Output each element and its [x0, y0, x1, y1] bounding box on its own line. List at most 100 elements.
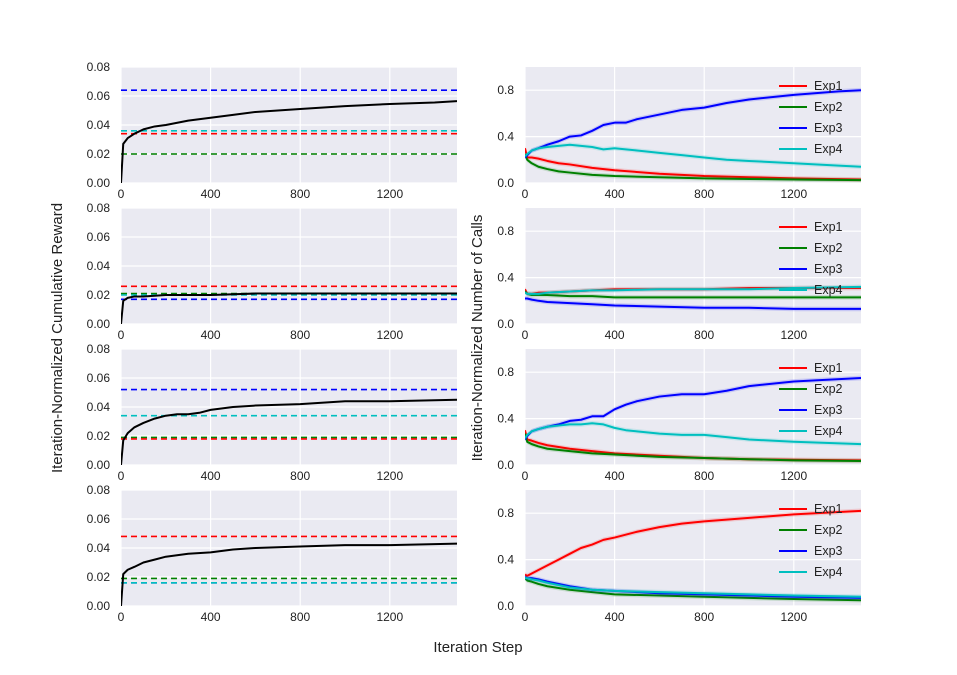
y-tick-label: 0.0 [497, 317, 514, 331]
plot-marks [525, 87, 861, 183]
y-tick-label: 0.0 [497, 176, 514, 190]
series-line-cumulative [121, 292, 457, 324]
legend: Exp1 Exp2 Exp3 Exp4 [779, 361, 843, 438]
y-tick-label: 0.4 [497, 130, 514, 144]
chart-panel-left-2: 0 400 800 1200 0.00 0.02 0.04 0.06 0.08 [87, 201, 457, 342]
series-line-exp2 [525, 577, 861, 602]
x-tick-label: 1200 [376, 187, 403, 201]
series-line-exp3 [525, 297, 861, 310]
plot-marks [121, 89, 457, 183]
legend-label-exp3: Exp3 [814, 121, 843, 135]
series-line-cumulative [121, 542, 457, 606]
x-tick-label: 400 [201, 187, 221, 201]
legend: Exp1 Exp2 Exp3 Exp4 [779, 502, 843, 579]
y-tick-label: 0.04 [87, 118, 111, 132]
legend-label-exp4: Exp4 [814, 565, 843, 579]
y-axis-label-right: Iteration-Normalized Number of Calls [469, 215, 486, 462]
chart-panel-left-4: 0 400 800 1200 0.00 0.02 0.04 0.06 0.08 [87, 483, 457, 624]
legend-label-exp4: Exp4 [814, 424, 843, 438]
x-tick-label: 1200 [780, 328, 807, 342]
series-line-cumulative [121, 398, 457, 465]
legend-label-exp2: Exp2 [814, 382, 843, 396]
legend: Exp1 Exp2 Exp3 Exp4 [779, 220, 843, 297]
chart-panel-left-1: 0 400 800 1200 0.00 0.02 0.04 0.06 0.08 [87, 60, 457, 201]
series-line-exp4 [525, 577, 861, 598]
chart-panel-right-4: 0 400 800 1200 0.0 0.4 0.8 Exp1 Exp2 Exp3 Exp4 [497, 490, 861, 624]
x-tick-label: 0 [118, 328, 125, 342]
x-axis-label: Iteration Step [433, 639, 522, 656]
series-line-exp2 [525, 433, 861, 462]
x-tick-label: 400 [201, 469, 221, 483]
x-tick-label: 0 [522, 610, 529, 624]
y-tick-label: 0.08 [87, 483, 111, 497]
y-tick-label: 0.8 [497, 506, 514, 520]
x-tick-label: 800 [290, 187, 310, 201]
plot-marks [121, 285, 457, 324]
x-tick-label: 0 [522, 187, 529, 201]
y-tick-label: 0.00 [87, 599, 111, 613]
y-tick-label: 0.06 [87, 230, 111, 244]
legend-label-exp3: Exp3 [814, 262, 843, 276]
legend-label-exp4: Exp4 [814, 142, 843, 156]
y-tick-label: 0.02 [87, 288, 111, 302]
x-tick-label: 800 [694, 469, 714, 483]
y-tick-label: 0.00 [87, 176, 111, 190]
series-band-exp2 [525, 151, 861, 183]
series-band-exp2 [525, 431, 861, 464]
x-tick-label: 400 [605, 187, 625, 201]
series-line-exp4 [525, 143, 861, 168]
y-tick-label: 0.06 [87, 89, 111, 103]
legend: Exp1 Exp2 Exp3 Exp4 [779, 79, 843, 156]
plot-marks [121, 535, 457, 606]
x-tick-label: 400 [605, 610, 625, 624]
y-tick-label: 0.02 [87, 570, 111, 584]
x-tick-label: 0 [522, 328, 529, 342]
y-tick-label: 0.8 [497, 224, 514, 238]
x-tick-label: 1200 [376, 610, 403, 624]
series-line-exp2 [525, 153, 861, 182]
y-tick-label: 0.4 [497, 553, 514, 567]
x-tick-label: 400 [201, 328, 221, 342]
x-tick-label: 0 [522, 469, 529, 483]
plot-marks [525, 375, 861, 464]
legend-label-exp1: Exp1 [814, 502, 843, 516]
plot-marks [525, 508, 861, 603]
series-band-exp4 [525, 575, 861, 600]
y-tick-label: 0.02 [87, 429, 111, 443]
legend-label-exp4: Exp4 [814, 283, 843, 297]
y-axis-label-left: Iteration-Normalized Cumulative Reward [49, 203, 66, 473]
series-line-exp1 [525, 147, 861, 181]
y-tick-label: 0.04 [87, 541, 111, 555]
x-tick-label: 800 [694, 187, 714, 201]
x-tick-label: 800 [290, 469, 310, 483]
x-tick-label: 800 [290, 610, 310, 624]
chart-panel-right-2: 0 400 800 1200 0.0 0.4 0.8 Exp1 Exp2 Exp3 Exp4 [497, 208, 861, 342]
legend-label-exp1: Exp1 [814, 79, 843, 93]
y-tick-label: 0.06 [87, 371, 111, 385]
y-tick-label: 0.00 [87, 317, 111, 331]
x-tick-label: 1200 [780, 187, 807, 201]
y-tick-label: 0.04 [87, 400, 111, 414]
series-line-exp2 [525, 290, 861, 299]
legend-label-exp2: Exp2 [814, 241, 843, 255]
legend-label-exp3: Exp3 [814, 403, 843, 417]
y-tick-label: 0.08 [87, 342, 111, 356]
y-tick-label: 0.04 [87, 259, 111, 273]
x-tick-label: 800 [290, 328, 310, 342]
x-tick-label: 1200 [780, 469, 807, 483]
y-tick-label: 0.4 [497, 271, 514, 285]
x-tick-label: 1200 [780, 610, 807, 624]
y-tick-label: 0.8 [497, 365, 514, 379]
y-tick-label: 0.8 [497, 83, 514, 97]
x-tick-label: 400 [201, 610, 221, 624]
x-tick-label: 0 [118, 469, 125, 483]
series-line-cumulative [121, 100, 457, 183]
legend-label-exp2: Exp2 [814, 100, 843, 114]
chart-panel-left-3: 0 400 800 1200 0.00 0.02 0.04 0.06 0.08 [87, 342, 457, 483]
x-tick-label: 1200 [376, 469, 403, 483]
series-band-exp2 [525, 575, 861, 603]
legend-label-exp1: Exp1 [814, 361, 843, 375]
chart-panel-right-3: 0 400 800 1200 0.0 0.4 0.8 Exp1 Exp2 Exp3 Exp4 [497, 349, 861, 483]
y-tick-label: 0.08 [87, 60, 111, 74]
